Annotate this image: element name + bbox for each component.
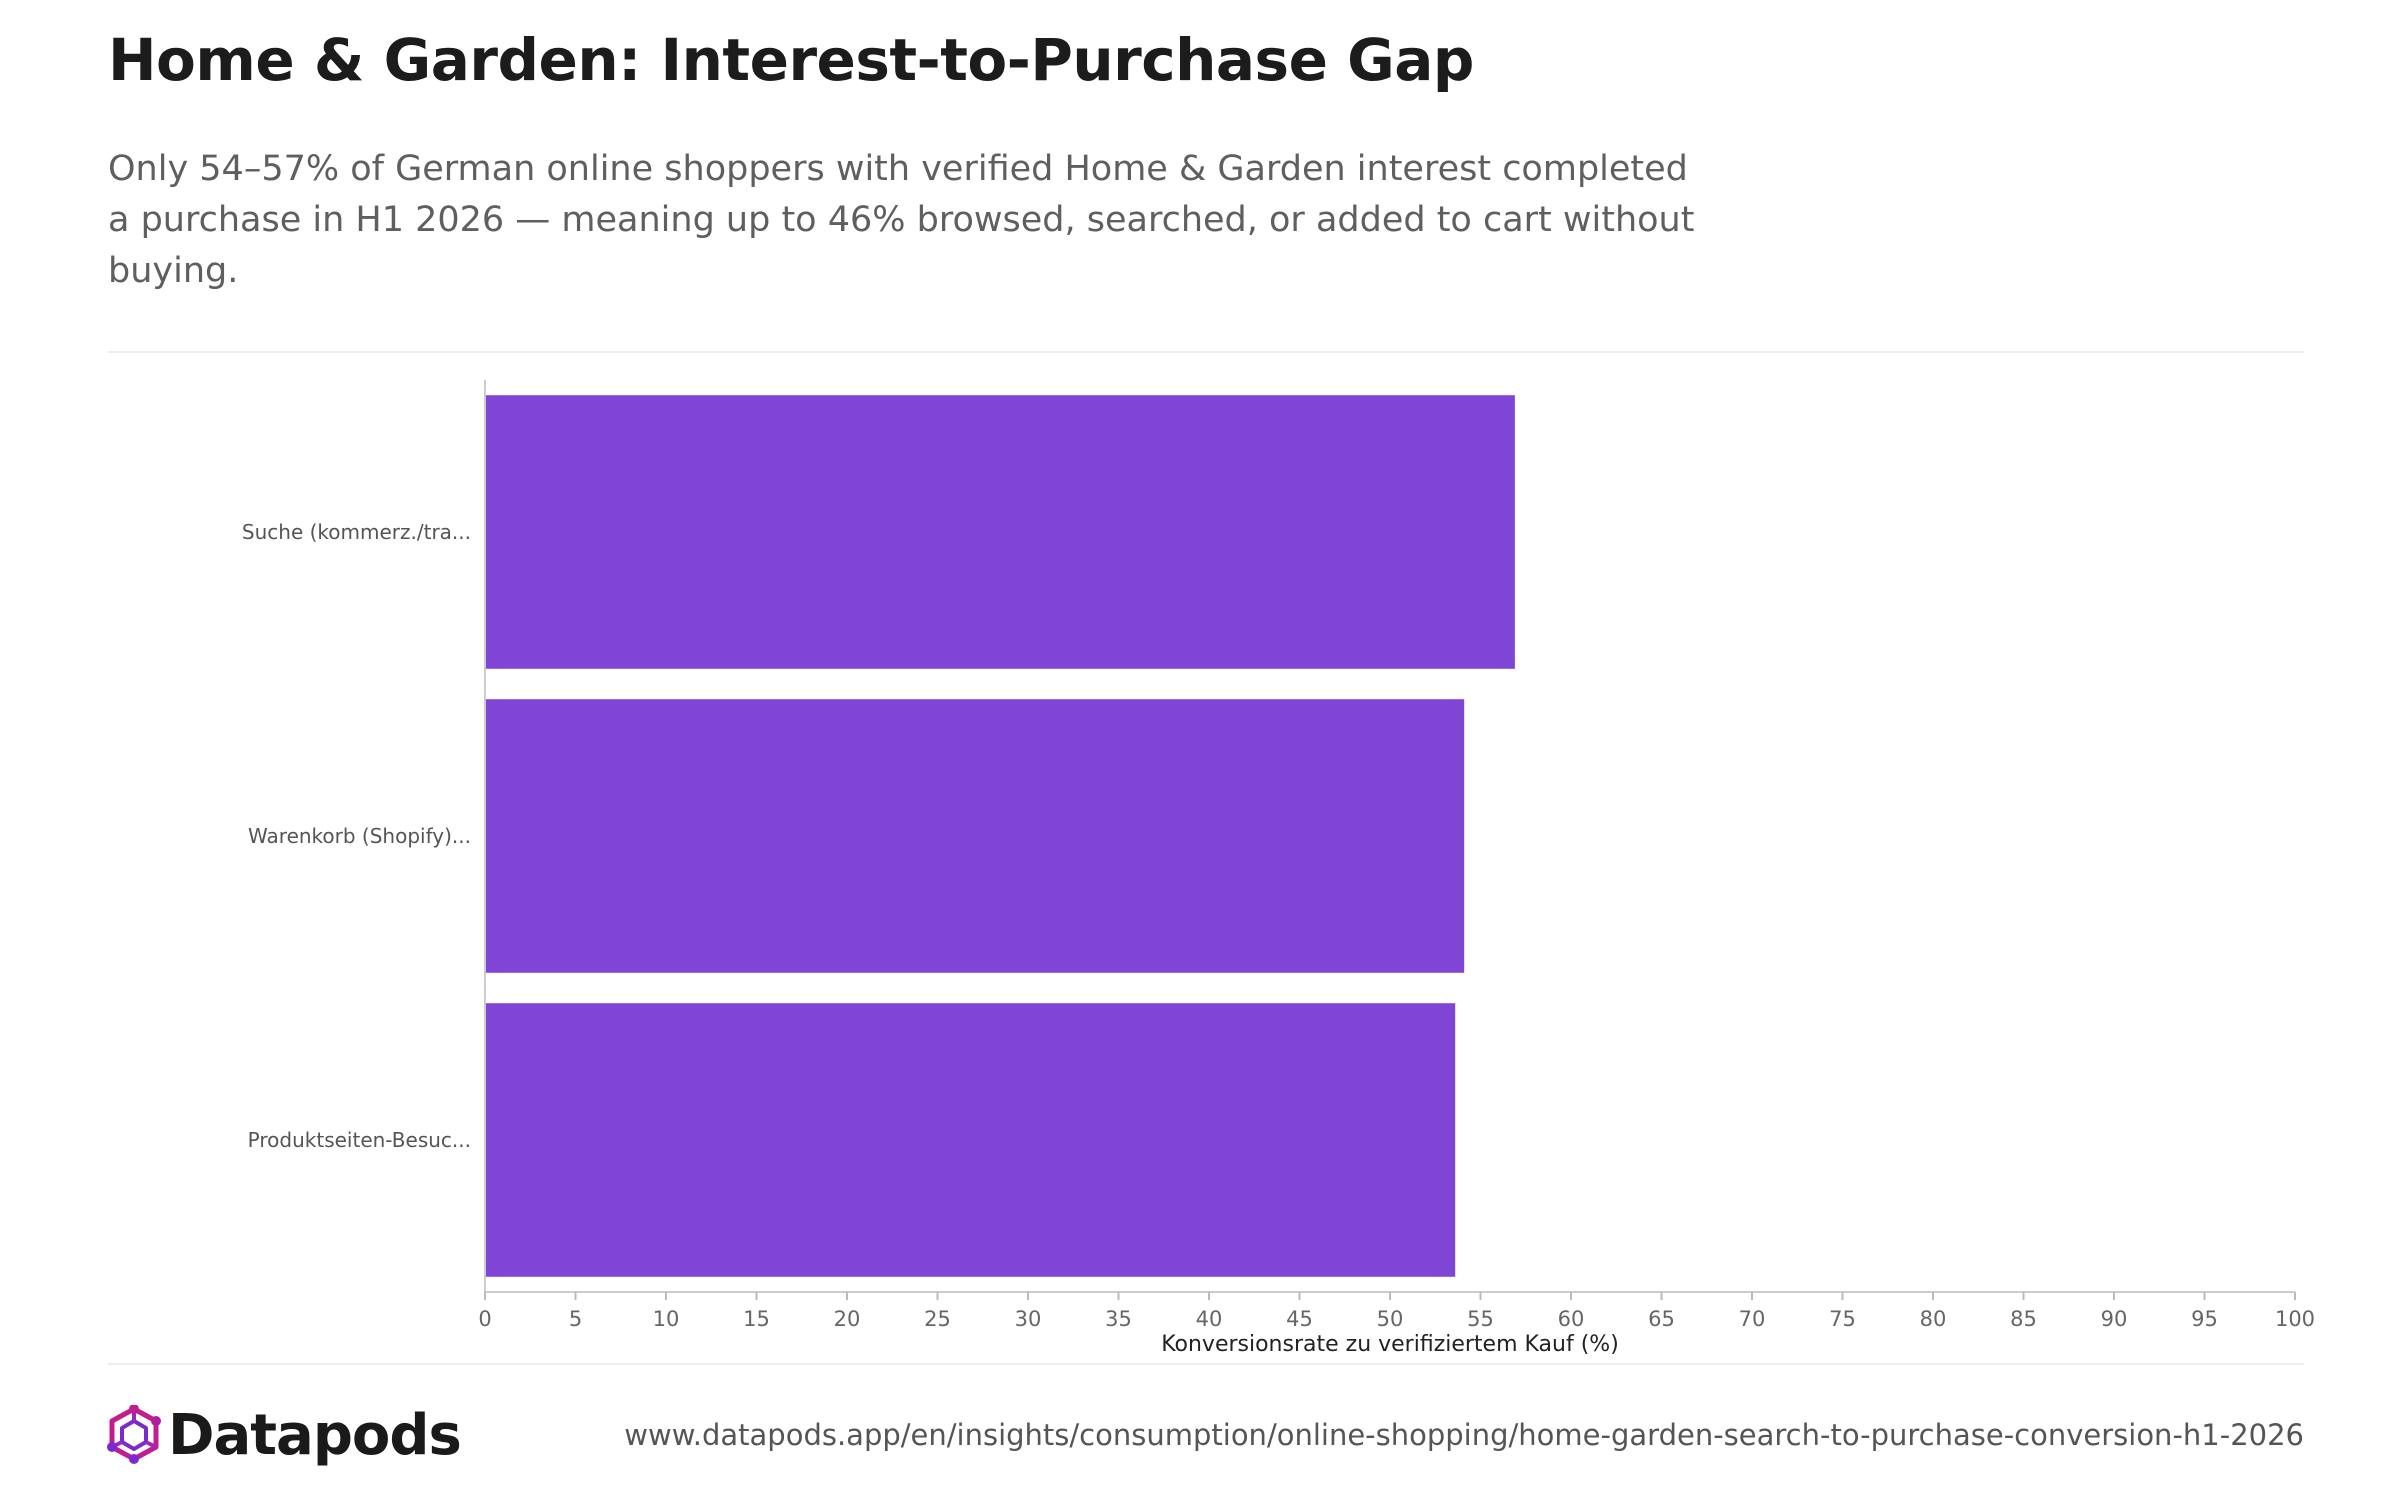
x-tick-label: 55 [1467, 1307, 1494, 1331]
chart-subtitle: Only 54–57% of German online shoppers wi… [108, 149, 1695, 291]
x-tick-label: 20 [834, 1307, 861, 1331]
x-tick-label: 100 [2275, 1307, 2315, 1331]
bottom-divider [108, 1363, 2304, 1365]
bar-1[interactable] [485, 395, 1515, 669]
bar-2[interactable] [485, 699, 1465, 973]
x-tick-label: 5 [569, 1307, 582, 1331]
x-tick-label: 95 [2191, 1307, 2218, 1331]
x-axis-ticks: 0 5 10 15 20 25 30 35 40 45 50 55 60 65 70 75 80 85 90 95 10… [478, 1292, 2315, 1331]
x-tick-label: 15 [743, 1307, 770, 1331]
x-tick-label: 45 [1286, 1307, 1313, 1331]
bar-3[interactable] [485, 1003, 1456, 1277]
top-divider [108, 351, 2304, 353]
x-tick-label: 0 [478, 1307, 491, 1331]
y-tick-label-1: Suche (kommerz./tra... [242, 520, 471, 544]
x-tick-label: 80 [1920, 1307, 1947, 1331]
brand-name: Datapods [168, 1402, 462, 1468]
y-tick-label-3: Produktseiten-Besuc... [248, 1128, 471, 1152]
x-tick-label: 90 [2101, 1307, 2128, 1331]
x-tick-label: 75 [1829, 1307, 1856, 1331]
brand-logo[interactable]: Datapods [106, 1400, 462, 1470]
y-axis-labels: Suche (kommerz./tra... Warenkorb (Shopify… [242, 520, 471, 1152]
source-url[interactable]: www.datapods.app/en/insights/consumption… [624, 1418, 2304, 1452]
x-tick-label: 85 [2010, 1307, 2037, 1331]
datapods-logo-icon [107, 1405, 161, 1464]
x-tick-label: 25 [924, 1307, 951, 1331]
x-tick-label: 60 [1558, 1307, 1585, 1331]
x-tick-label: 50 [1377, 1307, 1404, 1331]
x-tick-label: 10 [653, 1307, 680, 1331]
bars-group [485, 395, 1515, 1277]
x-tick-label: 65 [1648, 1307, 1675, 1331]
chart-title: Home & Garden: Interest-to-Purchase Gap [108, 26, 1474, 94]
y-tick-label-2: Warenkorb (Shopify)... [248, 824, 471, 848]
x-tick-label: 30 [1015, 1307, 1042, 1331]
x-tick-label: 40 [1196, 1307, 1223, 1331]
x-tick-label: 70 [1739, 1307, 1766, 1331]
x-axis-label: Konversionsrate zu verifiziertem Kauf (%… [1161, 1332, 1619, 1357]
x-tick-label: 35 [1105, 1307, 1132, 1331]
